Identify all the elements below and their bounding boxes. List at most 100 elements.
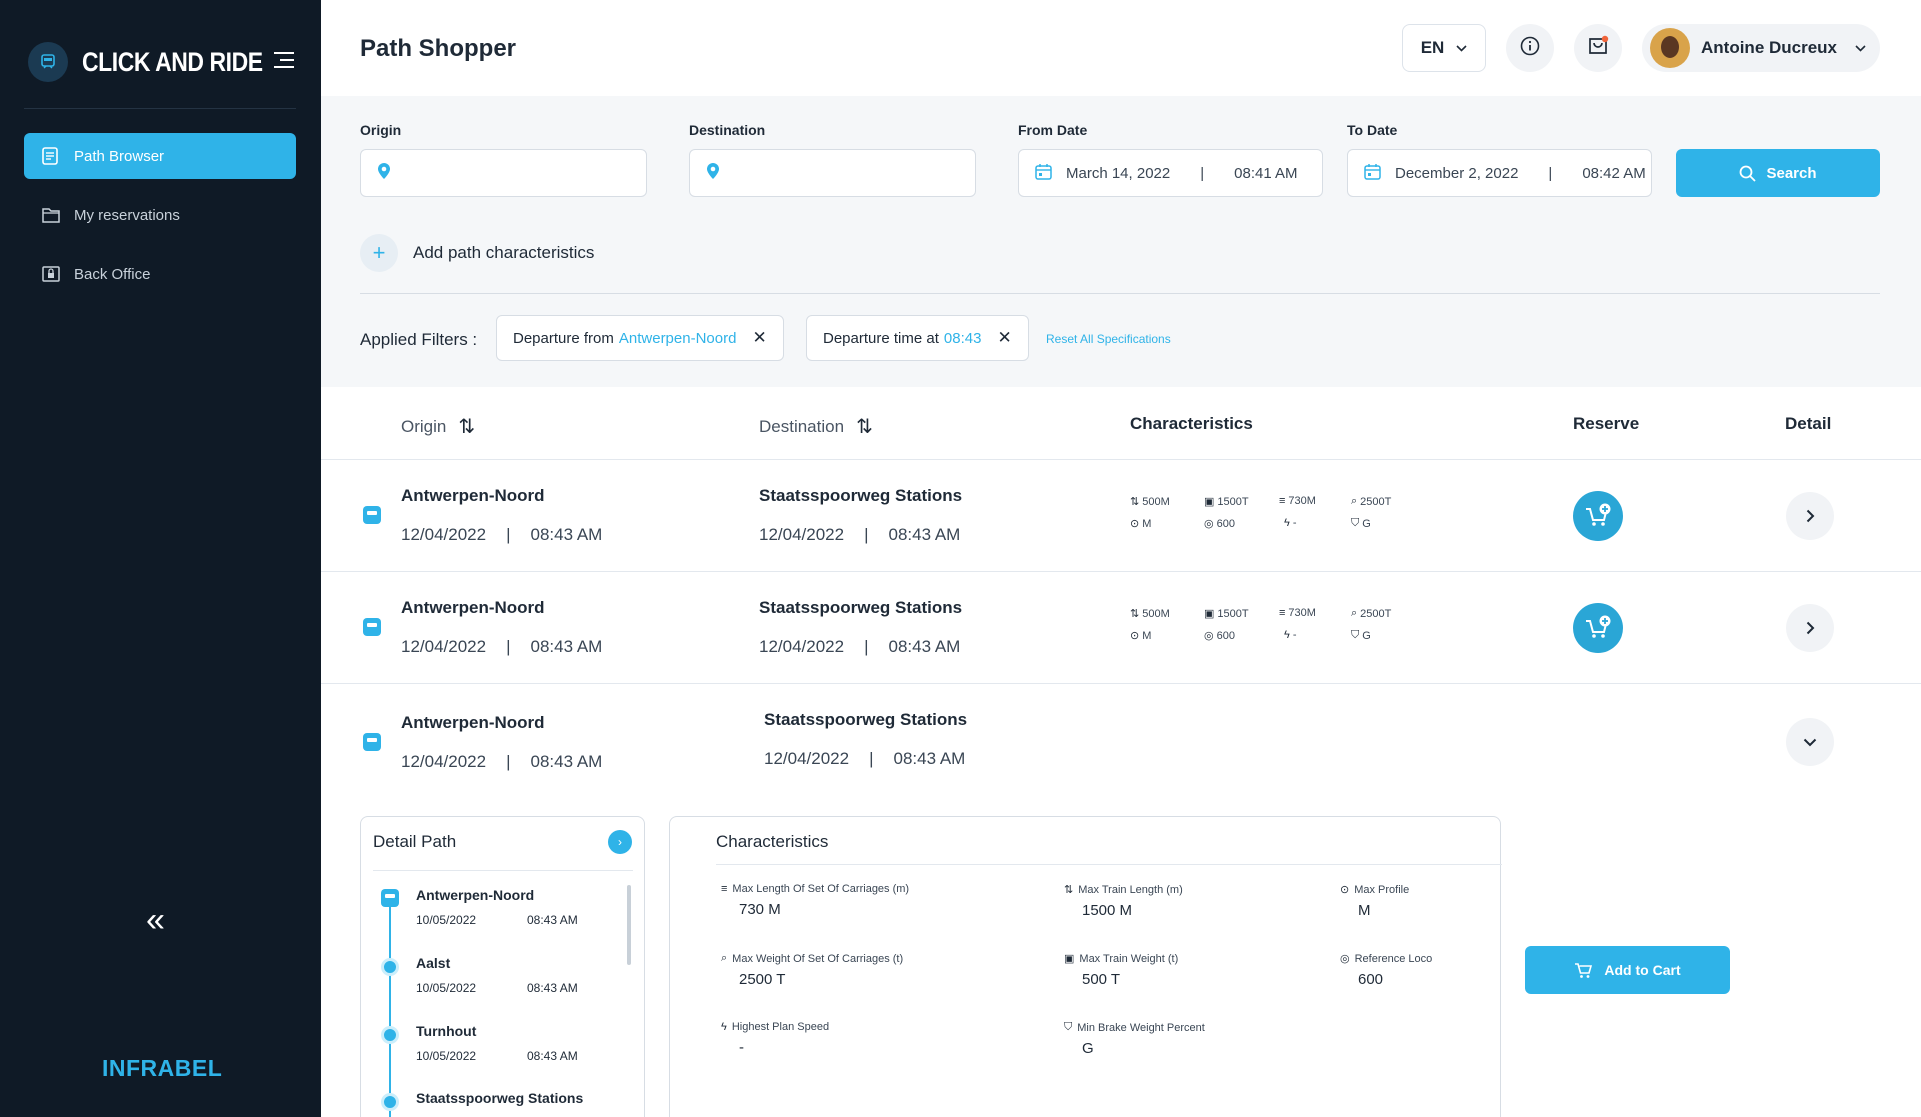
column-header-destination[interactable]: Destination ⇅	[759, 414, 873, 439]
char-value: 1500T	[1217, 495, 1249, 508]
stop-name: Aalst	[416, 955, 451, 971]
train-length-icon: ⇅	[1130, 496, 1140, 508]
to-date-label: To Date	[1347, 122, 1398, 138]
time: 08:43 AM	[888, 637, 961, 656]
characteristic-label: Max Train Weight (t)	[1079, 952, 1179, 965]
sidebar: CLICK AND RIDE Path Browser My reservati…	[0, 0, 321, 1117]
panel-divider	[360, 293, 1880, 294]
origin-label: Origin	[360, 122, 402, 138]
from-date-input[interactable]: March 14, 2022 | 08:41 AM	[1018, 149, 1323, 197]
applied-filters-label: Applied Filters :	[360, 330, 478, 349]
user-menu[interactable]: Antoine Ducreux	[1642, 24, 1880, 72]
expand-detail-button[interactable]	[1786, 492, 1834, 540]
collapse-sidebar-icon[interactable]: «	[146, 901, 165, 939]
carriages-length-icon: ≡	[721, 883, 728, 895]
stop-time: 08:43 AM	[527, 981, 578, 995]
characteristics-title: Characteristics	[716, 832, 829, 851]
row-origin-datetime: 12/04/2022 | 08:43 AM	[401, 752, 603, 771]
reserve-button[interactable]	[1573, 491, 1623, 541]
calendar-icon	[1035, 163, 1052, 184]
characteristic-value: 2500 T	[739, 971, 786, 988]
char-value: 730M	[1288, 495, 1316, 507]
characteristic-item: ⛉ Min Brake Weight Percent G	[1064, 1021, 1205, 1057]
speed-icon: ϟ	[721, 1021, 727, 1033]
page-title: Path Shopper	[360, 35, 517, 62]
char-value: 500M	[1142, 607, 1170, 620]
destination-label: Destination	[689, 122, 766, 138]
row-divider	[321, 683, 1921, 684]
location-pin-icon	[706, 162, 720, 184]
filter-chip-prefix: Departure from	[513, 329, 614, 347]
characteristics-card: Characteristics ≡ Max Length Of Set Of Ca…	[669, 816, 1502, 1117]
chevron-down-icon	[1803, 738, 1817, 746]
from-date-label: From Date	[1018, 122, 1088, 138]
chevron-right-icon[interactable]: ›	[608, 830, 632, 854]
loco-icon: ◎	[1204, 630, 1214, 642]
add-to-cart-button[interactable]: Add to Cart	[1525, 946, 1730, 994]
detail-path-title: Detail Path	[373, 832, 457, 851]
search-icon	[1740, 165, 1757, 182]
char-value: M	[1142, 517, 1152, 530]
menu-icon[interactable]	[274, 52, 294, 70]
calendar-icon	[1364, 163, 1381, 184]
char-value: 600	[1216, 517, 1235, 530]
sort-icon[interactable]: ⇅	[458, 416, 476, 438]
sidebar-item-my-reservations[interactable]: My reservations	[24, 192, 296, 238]
close-icon[interactable]: ✕	[752, 328, 767, 347]
destination-input[interactable]	[689, 149, 976, 197]
folder-icon	[42, 206, 60, 224]
carriages-weight-icon: ⌕	[1351, 607, 1358, 619]
filter-chip-departure-from: Departure from Antwerpen-Noord ✕	[496, 315, 784, 361]
sort-icon[interactable]: ⇅	[856, 416, 873, 438]
row-divider	[321, 571, 1921, 572]
stop-time: 08:43 AM	[527, 1049, 578, 1063]
characteristic-value: 1500 M	[1082, 902, 1133, 919]
sidebar-item-back-office[interactable]: Back Office	[24, 251, 296, 297]
origin-input[interactable]	[360, 149, 647, 197]
date: 12/04/2022	[759, 525, 845, 544]
plus-icon: +	[360, 234, 398, 272]
profile-icon: ⊙	[1130, 518, 1140, 530]
language-select[interactable]: EN	[1402, 24, 1486, 72]
reset-all-specifications-link[interactable]: Reset All Specifications	[1046, 332, 1171, 346]
sidebar-item-path-browser[interactable]: Path Browser	[24, 133, 296, 179]
char-value: M	[1142, 629, 1152, 642]
close-icon[interactable]: ✕	[997, 328, 1012, 347]
column-header-origin[interactable]: Origin ⇅	[401, 414, 475, 439]
brand-name: CLICK AND RIDE	[82, 46, 263, 77]
characteristic-item: ϟ Highest Plan Speed -	[721, 1021, 829, 1056]
stop-marker	[381, 958, 399, 976]
char-value: 730M	[1288, 607, 1316, 619]
filter-chip-prefix: Departure time at	[823, 329, 939, 347]
characteristic-item: ≡ Max Length Of Set Of Carriages (m) 730 …	[721, 883, 909, 918]
train-icon	[363, 733, 381, 751]
characteristic-value: G	[1082, 1040, 1094, 1057]
characteristic-value: 500 T	[1082, 971, 1121, 988]
reserve-button[interactable]	[1573, 603, 1623, 653]
info-button[interactable]	[1506, 24, 1554, 72]
collapse-detail-button[interactable]	[1786, 718, 1834, 766]
avatar	[1650, 28, 1690, 68]
speed-icon: ϟ	[1284, 629, 1290, 641]
date: 12/04/2022	[759, 637, 845, 656]
expand-detail-button[interactable]	[1786, 604, 1834, 652]
characteristic-value: M	[1358, 902, 1371, 919]
train-weight-icon: ▣	[1204, 496, 1215, 508]
char-value: 2500T	[1360, 495, 1392, 508]
loco-icon: ◎	[1340, 953, 1350, 965]
user-name: Antoine Ducreux	[1701, 38, 1838, 57]
time: 08:43 AM	[530, 752, 603, 771]
stop-date: 10/05/2022	[416, 981, 477, 995]
header: Path Shopper EN Antoine Ducreux	[321, 0, 1921, 96]
cart-button[interactable]	[1574, 24, 1622, 72]
to-date-input[interactable]: December 2, 2022 | 08:42 AM	[1347, 149, 1652, 197]
char-value: 1500T	[1217, 607, 1249, 620]
characteristic-item: ⌕ Max Weight Of Set Of Carriages (t) 2500…	[721, 952, 903, 988]
scrollbar[interactable]	[627, 885, 631, 965]
add-path-characteristics-button[interactable]: + Add path characteristics	[360, 234, 594, 272]
carriages-weight-icon: ⌕	[1351, 495, 1358, 507]
row-destination: Staatsspoorweg Stations	[759, 598, 963, 617]
chevron-down-icon	[1456, 41, 1467, 55]
search-button[interactable]: Search	[1676, 149, 1880, 197]
brand[interactable]: CLICK AND RIDE	[28, 42, 295, 82]
